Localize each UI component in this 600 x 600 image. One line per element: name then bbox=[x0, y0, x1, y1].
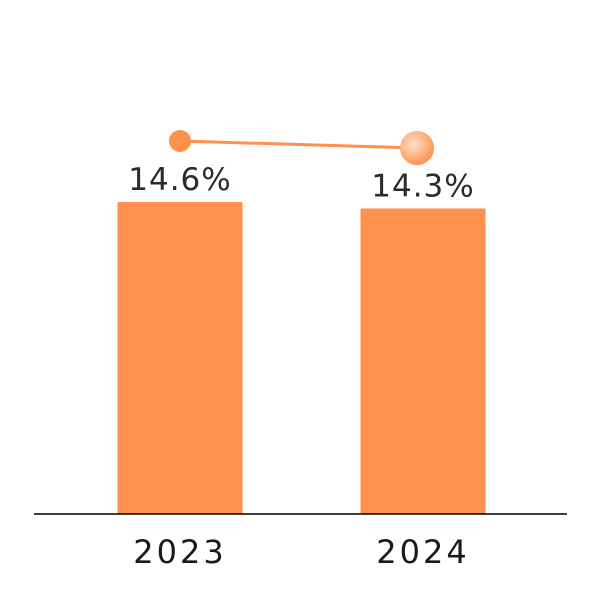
value-label-2024: 14.3% bbox=[371, 168, 474, 204]
trend-marker-2024 bbox=[400, 131, 434, 165]
category-labels-group: 2023 2024 bbox=[133, 533, 469, 571]
bar-2023 bbox=[117, 202, 243, 514]
bars-group bbox=[117, 202, 486, 514]
trend-group bbox=[169, 130, 434, 165]
category-label-2024: 2024 bbox=[376, 533, 469, 571]
category-label-2023: 2023 bbox=[133, 533, 226, 571]
trend-line bbox=[179, 139, 418, 150]
trend-marker-2023 bbox=[169, 130, 191, 152]
value-label-2023: 14.6% bbox=[128, 162, 231, 198]
value-labels-group: 14.6% 14.3% bbox=[128, 162, 474, 204]
bar-2024 bbox=[360, 208, 486, 514]
